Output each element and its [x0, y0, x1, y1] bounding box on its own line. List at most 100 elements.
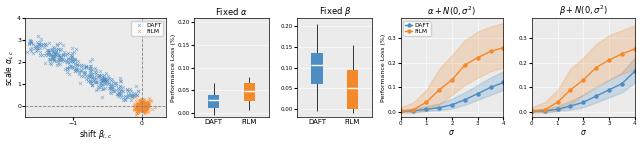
DAFT [58, 54, 68, 56]
FiLM [135, 107, 145, 110]
FiLM [136, 98, 147, 101]
DAFT [31, 46, 41, 48]
FiLM [135, 102, 145, 104]
DAFT [108, 89, 118, 92]
FiLM [142, 106, 152, 108]
DAFT [91, 81, 101, 83]
FiLM [136, 103, 147, 105]
FiLM [137, 108, 147, 110]
DAFT [461, 99, 468, 101]
FiLM [143, 107, 154, 109]
FiLM [132, 110, 143, 112]
DAFT [62, 71, 72, 73]
FiLM [138, 99, 148, 101]
DAFT [397, 110, 404, 112]
DAFT [92, 81, 102, 83]
DAFT [76, 66, 86, 69]
DAFT [87, 84, 97, 86]
FiLM [137, 103, 147, 106]
FiLM [138, 102, 148, 105]
DAFT [97, 75, 107, 77]
FiLM [133, 109, 143, 112]
DAFT [41, 52, 51, 54]
DAFT [103, 74, 113, 77]
DAFT [106, 92, 116, 94]
DAFT [448, 104, 456, 106]
DAFT [97, 79, 108, 82]
DAFT [61, 61, 72, 63]
DAFT [132, 94, 142, 96]
FiLM [136, 107, 147, 109]
DAFT [107, 87, 117, 89]
DAFT [67, 60, 77, 62]
FiLM [132, 112, 143, 114]
DAFT [129, 95, 140, 97]
DAFT [118, 99, 128, 101]
FiLM [138, 102, 148, 104]
DAFT [79, 72, 90, 74]
DAFT [44, 51, 54, 53]
DAFT [49, 59, 60, 61]
FiLM [135, 107, 145, 109]
FiLM [142, 105, 152, 108]
FiLM [143, 97, 154, 100]
FiLM [136, 104, 147, 106]
FiLM [138, 107, 148, 109]
DAFT [40, 43, 50, 45]
DAFT [99, 79, 109, 81]
DAFT [72, 62, 82, 65]
FiLM [138, 109, 148, 111]
DAFT [54, 59, 65, 61]
DAFT [86, 73, 97, 76]
DAFT [38, 43, 49, 46]
DAFT [70, 70, 80, 72]
DAFT [46, 54, 56, 56]
DAFT [110, 82, 120, 84]
FiLM [131, 100, 141, 103]
DAFT [47, 46, 58, 48]
FiLM [138, 106, 148, 108]
DAFT [410, 110, 417, 112]
FiLM [132, 103, 143, 106]
FiLM [139, 97, 149, 100]
DAFT [100, 86, 110, 89]
FiLM [141, 104, 152, 106]
DAFT [99, 79, 109, 82]
FiLM [137, 106, 147, 108]
DAFT [122, 89, 132, 91]
FiLM [137, 107, 147, 109]
FiLM [132, 111, 143, 114]
DAFT [67, 47, 77, 49]
FiLM [500, 47, 508, 49]
DAFT [43, 48, 53, 51]
DAFT [116, 88, 126, 90]
DAFT [474, 93, 481, 94]
DAFT [120, 98, 130, 101]
FiLM [138, 110, 148, 112]
DAFT [40, 43, 51, 46]
DAFT [28, 43, 38, 45]
DAFT [47, 48, 58, 50]
FiLM [132, 103, 143, 106]
DAFT [63, 57, 74, 59]
DAFT [56, 57, 67, 59]
DAFT [126, 93, 136, 95]
DAFT [26, 50, 36, 53]
DAFT [71, 48, 81, 50]
FiLM [138, 103, 148, 105]
DAFT [64, 66, 74, 68]
FiLM [129, 104, 139, 106]
DAFT [50, 55, 60, 57]
DAFT [67, 55, 77, 57]
DAFT [93, 74, 104, 76]
DAFT [44, 54, 54, 56]
DAFT [63, 52, 73, 54]
DAFT [101, 72, 111, 74]
FiLM [138, 103, 148, 105]
FiLM [130, 107, 140, 110]
FiLM [140, 102, 150, 104]
DAFT [49, 52, 59, 54]
DAFT [125, 88, 135, 90]
DAFT [52, 52, 63, 54]
FiLM [138, 109, 148, 111]
